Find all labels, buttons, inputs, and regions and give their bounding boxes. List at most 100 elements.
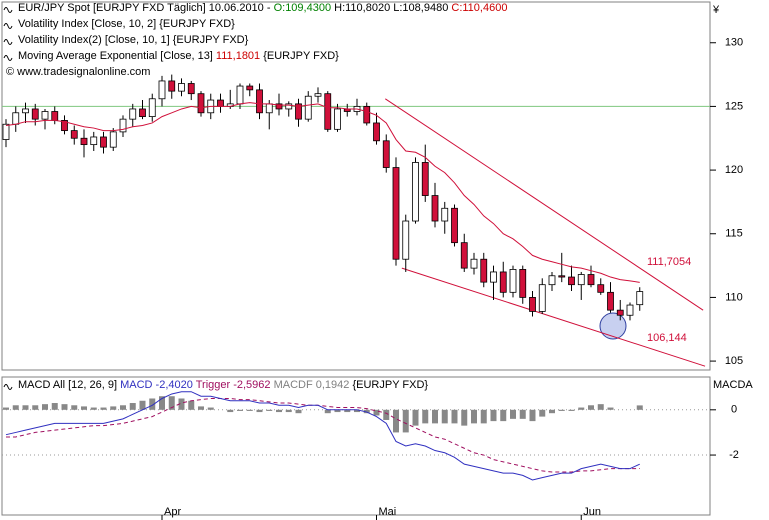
candle-body bbox=[148, 98, 156, 118]
candle-body bbox=[490, 271, 497, 283]
histogram-bar bbox=[266, 409, 273, 411]
legend-text: Volatility Index(2) [Close, 10, 1] bbox=[18, 34, 173, 46]
candle-body bbox=[509, 269, 517, 293]
candle-body bbox=[275, 103, 283, 110]
histogram-bar bbox=[198, 406, 204, 410]
candle-body bbox=[499, 271, 507, 293]
candle-body bbox=[41, 111, 49, 120]
x-tick-label: Jun bbox=[583, 506, 601, 518]
histogram-bar bbox=[295, 409, 302, 414]
histogram-bar bbox=[168, 396, 175, 410]
legend-text: Volatility Index [Close, 10, 2] bbox=[18, 18, 159, 30]
legend-text: 111,1801 bbox=[216, 50, 260, 62]
candle-body bbox=[100, 136, 107, 148]
legend-icon bbox=[3, 39, 13, 45]
legend-text: EUR/JPY Spot [EURJPY FXD Täglich] 10.06.… bbox=[18, 2, 274, 14]
histogram-bar bbox=[529, 409, 536, 422]
candle-body bbox=[129, 108, 137, 120]
candle-body bbox=[304, 95, 312, 120]
candle-body bbox=[587, 274, 595, 286]
legend-text: Moving Average Exponential [Close, 13] bbox=[18, 50, 216, 62]
histogram-bar bbox=[71, 405, 78, 410]
histogram-bar bbox=[32, 405, 39, 410]
candle-body bbox=[597, 284, 605, 293]
histogram-bar bbox=[90, 407, 97, 410]
candle-body bbox=[256, 89, 263, 114]
trigger-line bbox=[6, 397, 640, 473]
candle-body bbox=[558, 275, 566, 278]
candle-body bbox=[265, 103, 273, 114]
y-tick-label: 130 bbox=[725, 37, 743, 49]
legend-line: © www.tradesignalonline.com bbox=[6, 66, 150, 78]
candle-body bbox=[109, 131, 117, 148]
candle-body bbox=[568, 276, 575, 286]
candle-body bbox=[285, 103, 293, 110]
histogram-bar bbox=[246, 409, 253, 411]
histogram-bar bbox=[159, 396, 165, 410]
histogram-bar bbox=[393, 409, 399, 433]
histogram-bar bbox=[500, 409, 507, 422]
candle-body bbox=[139, 108, 146, 118]
histogram-bar bbox=[363, 409, 370, 414]
candle-body bbox=[334, 108, 341, 130]
histogram-bar bbox=[344, 409, 351, 413]
candle-body bbox=[178, 83, 185, 92]
candle-body bbox=[197, 93, 205, 114]
legend-text: O:109,4300 bbox=[274, 2, 332, 14]
ema-line bbox=[5, 102, 640, 283]
highlight-circle bbox=[599, 312, 627, 340]
candle-body bbox=[636, 291, 644, 306]
candle-body bbox=[519, 269, 527, 298]
legend-text: Trigger -2,5962 bbox=[193, 379, 271, 391]
candle-body bbox=[12, 112, 20, 125]
histogram-bar bbox=[207, 407, 214, 410]
candle-body bbox=[412, 162, 419, 222]
legend-text: {EURJPY FXD} bbox=[260, 50, 339, 62]
candle-body bbox=[2, 123, 10, 140]
histogram-bar bbox=[149, 398, 156, 410]
legend-icon bbox=[3, 55, 13, 61]
candle-body bbox=[158, 80, 166, 100]
histogram-bar bbox=[607, 407, 614, 410]
histogram-bar bbox=[402, 409, 409, 433]
candle-body bbox=[314, 93, 322, 97]
y-tick-label: 115 bbox=[725, 228, 743, 240]
legend-line: Volatility Index [Close, 10, 2] {EURJPY … bbox=[18, 18, 235, 30]
candle-body bbox=[451, 207, 458, 244]
candle-body bbox=[295, 103, 302, 120]
histogram-bar bbox=[461, 409, 468, 426]
trend-line bbox=[401, 267, 706, 367]
histogram-bar bbox=[354, 409, 360, 413]
histogram-bar bbox=[276, 409, 282, 413]
histogram-bar bbox=[178, 398, 185, 410]
y-tick-label: 105 bbox=[725, 355, 743, 367]
histogram-bar bbox=[588, 405, 594, 410]
histogram-bar bbox=[422, 409, 429, 424]
histogram-bar bbox=[256, 409, 263, 413]
macd-panel bbox=[1, 376, 711, 516]
histogram-bar bbox=[61, 404, 68, 410]
legend-text: © www.tradesignalonline.com bbox=[6, 66, 150, 78]
legend-line: Volatility Index(2) [Close, 10, 1] {EURJ… bbox=[18, 34, 249, 46]
legend-text: MACD -2,4020 bbox=[120, 379, 193, 391]
histogram-bar bbox=[110, 406, 117, 410]
histogram-bar bbox=[383, 409, 390, 420]
histogram-bar bbox=[578, 407, 585, 410]
y-unit: MACDA bbox=[713, 379, 753, 391]
price-panel bbox=[1, 1, 711, 371]
histogram-bar bbox=[636, 405, 643, 410]
candle-body bbox=[90, 136, 98, 146]
histogram-bar bbox=[519, 409, 526, 419]
annotation: 106,144 bbox=[647, 332, 687, 344]
histogram-bar bbox=[237, 409, 243, 411]
candle-body bbox=[373, 122, 380, 142]
histogram-bar bbox=[3, 407, 9, 410]
legend-text: C:110,4600 bbox=[451, 2, 507, 14]
y-tick-label: -2 bbox=[729, 449, 739, 461]
candle-body bbox=[382, 140, 390, 168]
histogram-bar bbox=[441, 409, 448, 424]
histogram-bar bbox=[539, 409, 546, 417]
candle-body bbox=[22, 108, 29, 114]
candle-body bbox=[392, 167, 400, 260]
